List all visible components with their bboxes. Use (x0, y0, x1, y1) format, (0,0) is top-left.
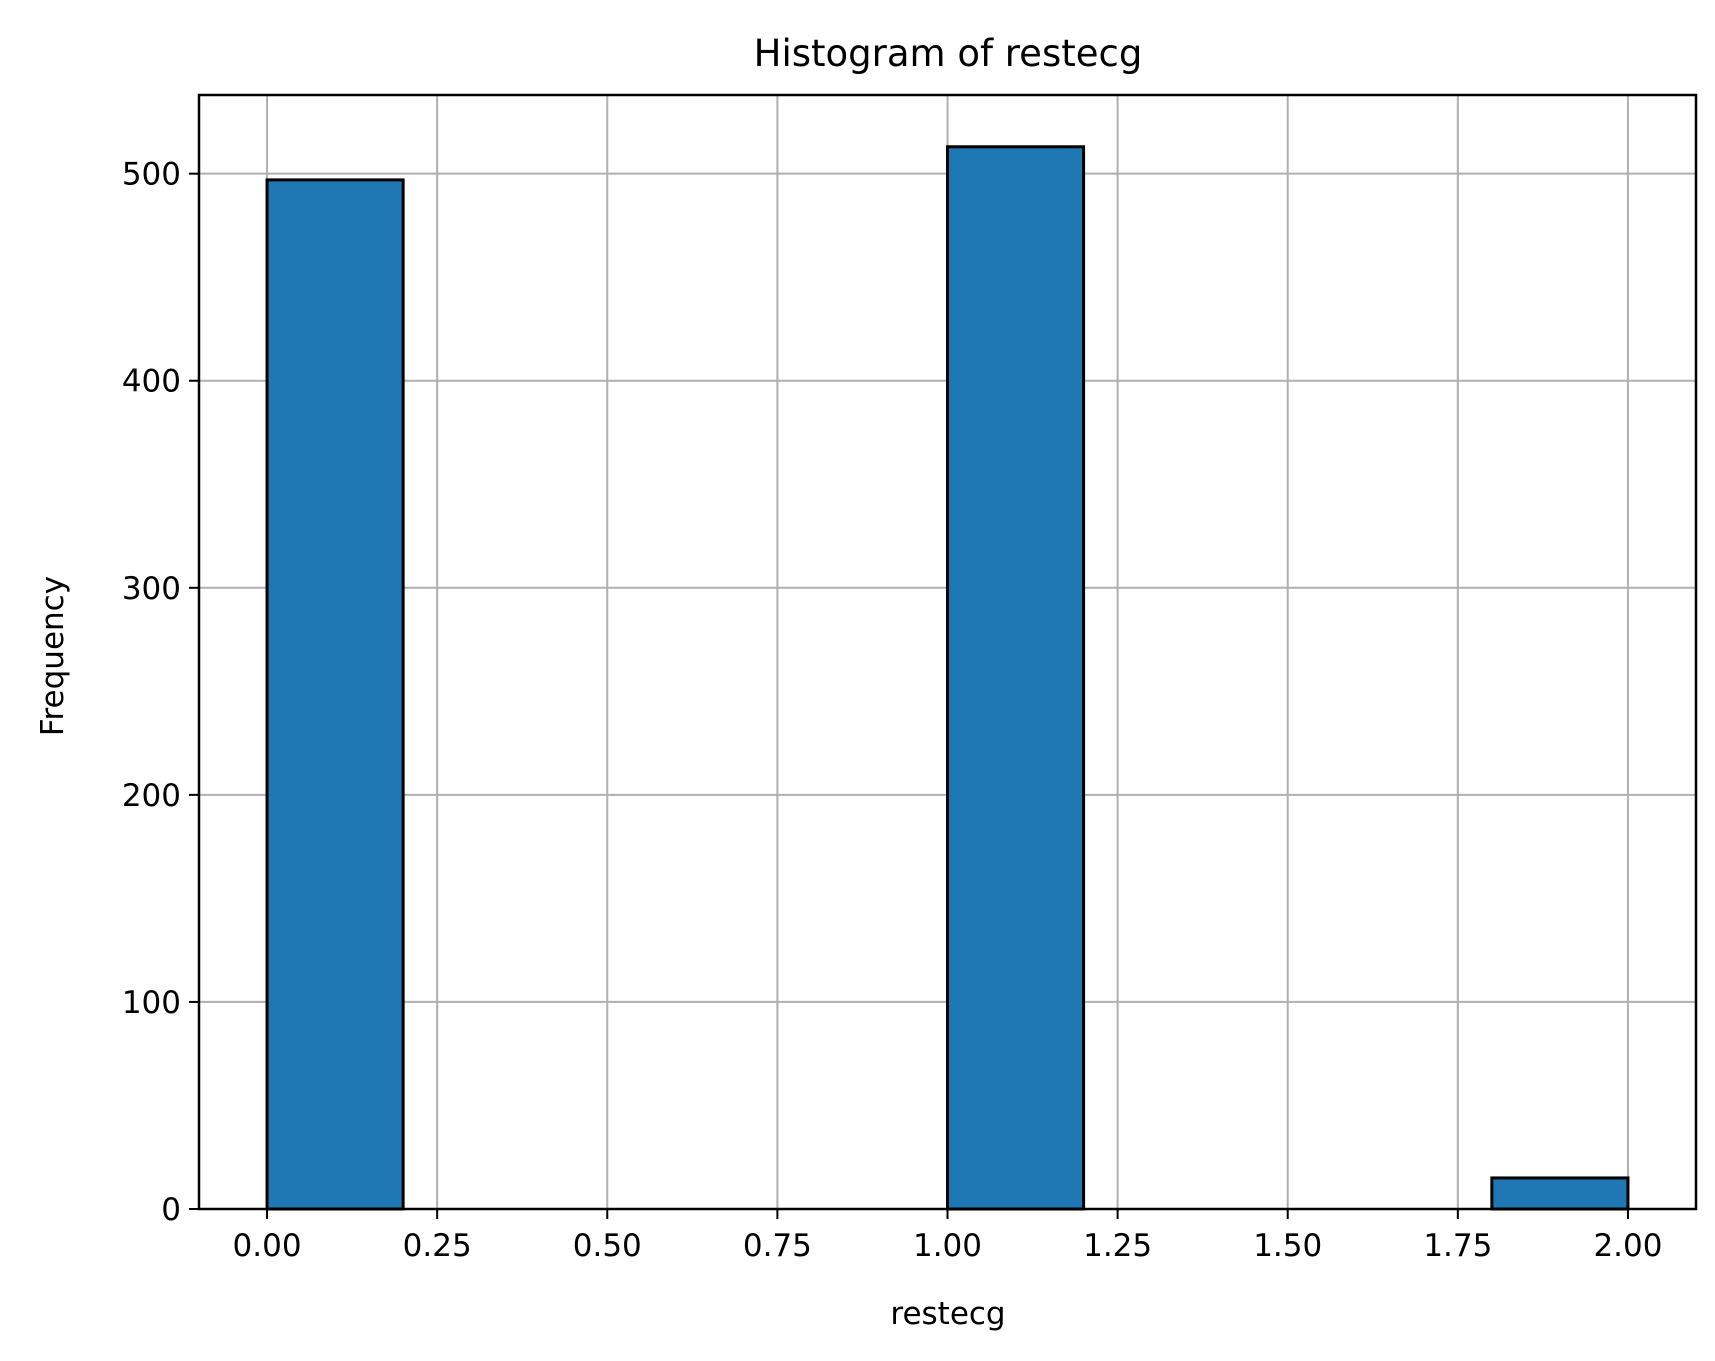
y-tick-label: 0 (161, 1192, 181, 1228)
x-tick-label: 1.00 (913, 1228, 982, 1264)
histogram-bar (946, 145, 1086, 1211)
y-axis-title: Frequency (35, 576, 71, 736)
x-tick-label: 0.25 (403, 1228, 472, 1264)
x-tick-label: 0.75 (743, 1228, 812, 1264)
chart-title: Histogram of restecg (754, 32, 1143, 75)
y-tick-label: 400 (122, 364, 181, 400)
x-tick-label: 1.50 (1253, 1228, 1322, 1264)
x-tick-label: 2.00 (1593, 1228, 1662, 1264)
y-tick-label: 200 (122, 778, 181, 814)
x-axis-title: restecg (890, 1296, 1005, 1332)
x-tick-label: 0.50 (573, 1228, 642, 1264)
histogram-bar (1490, 1176, 1630, 1211)
y-tick-label: 500 (122, 157, 181, 193)
x-tick-label: 0.00 (233, 1228, 302, 1264)
x-tick-label: 1.25 (1083, 1228, 1152, 1264)
bars-layer (265, 145, 1630, 1211)
x-tick-label: 1.75 (1423, 1228, 1492, 1264)
histogram-bar (265, 178, 405, 1211)
ticks-layer: 0.00 0.25 0.50 0.75 1.00 1.25 1.50 1.75 2.00 0 100… (122, 157, 1663, 1264)
y-tick-label: 100 (122, 985, 181, 1021)
y-tick-label: 300 (122, 571, 181, 607)
